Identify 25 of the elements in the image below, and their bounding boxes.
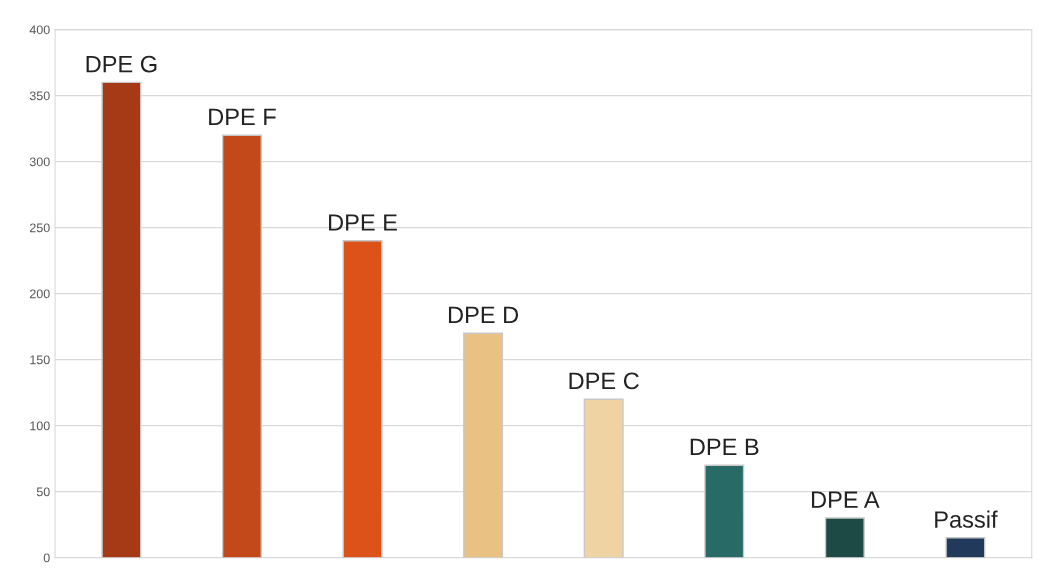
x-tick-label: DPE D: [448, 306, 519, 324]
x-tick-label: DPE A: [811, 491, 880, 508]
bar: [463, 332, 504, 558]
y-tick-label: 200: [29, 289, 50, 299]
y-tick-label: 0: [43, 553, 50, 563]
x-tick-label: DPE E: [329, 214, 397, 231]
x-tick-label: DPE G: [86, 55, 157, 73]
y-tick-label: 250: [29, 223, 50, 233]
x-tick-label: DPE C: [569, 372, 639, 390]
bar: [221, 134, 262, 558]
y-tick-label: 50: [36, 487, 50, 497]
bar: [824, 517, 865, 558]
y-tick-label: 350: [29, 91, 50, 101]
bar: [945, 537, 986, 558]
x-tick-label: DPE F: [209, 108, 276, 126]
bar: [342, 240, 383, 558]
x-tick-label: DPE B: [690, 438, 759, 456]
bar: [583, 398, 624, 558]
y-tick-label: 300: [29, 157, 50, 167]
x-tick-label: Passif: [935, 510, 998, 528]
bar: [101, 81, 142, 558]
bar: [704, 464, 745, 558]
y-tick-label: 400: [29, 25, 50, 35]
y-tick-label: 100: [30, 421, 50, 431]
y-tick-label: 150: [30, 355, 50, 365]
